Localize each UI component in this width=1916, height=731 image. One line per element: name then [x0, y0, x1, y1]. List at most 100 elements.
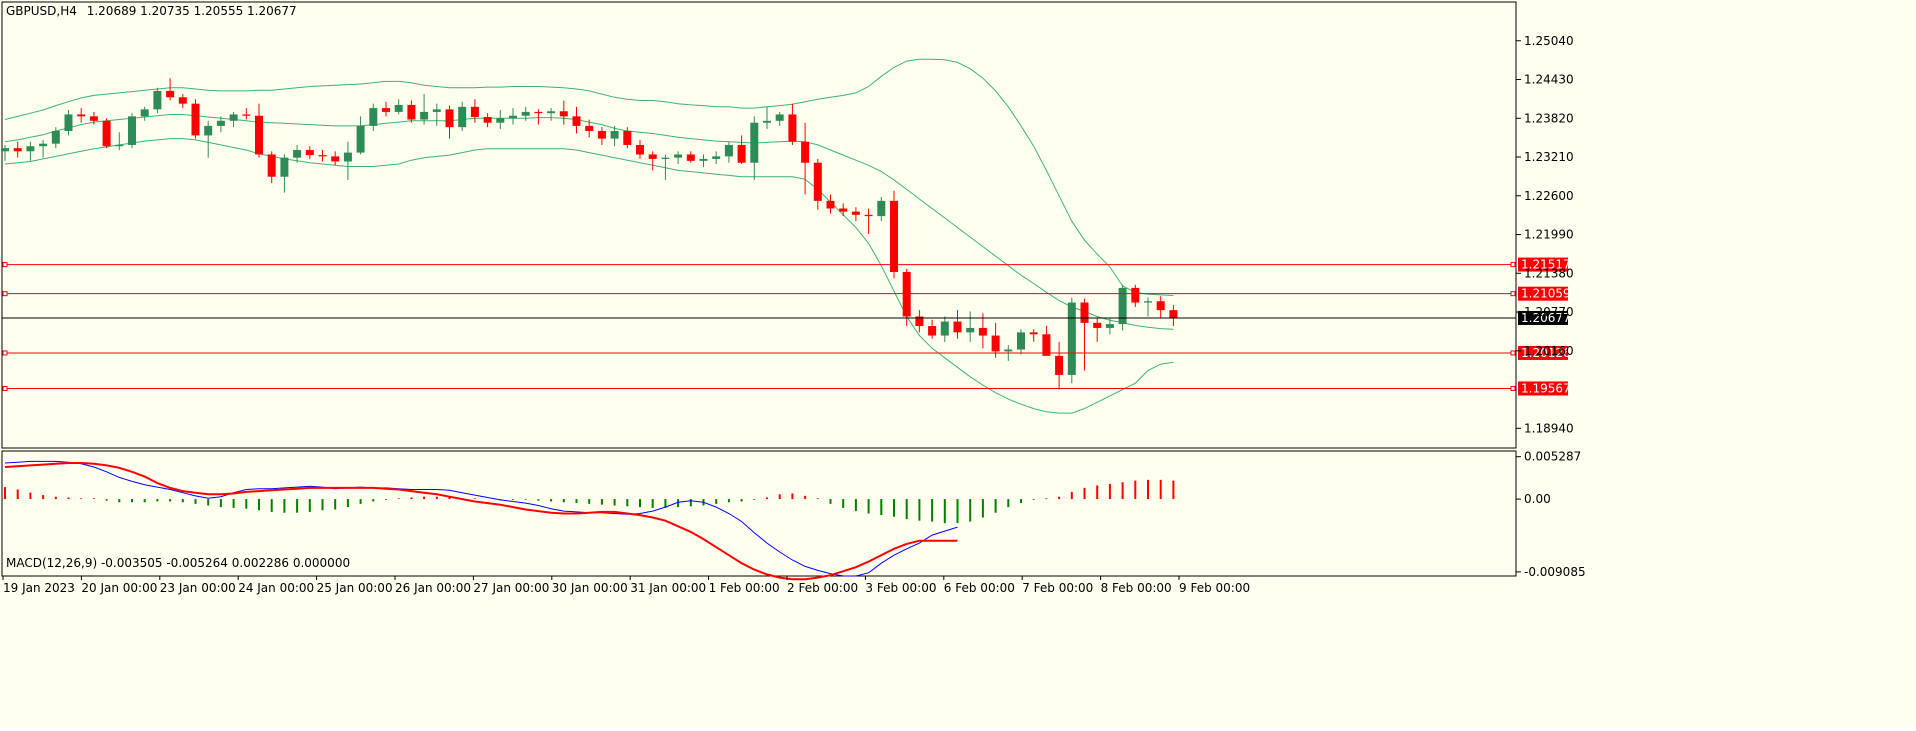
candle-body	[801, 141, 810, 163]
candle-body	[102, 120, 111, 147]
line-anchor-right	[1510, 262, 1516, 268]
candle-body	[267, 154, 276, 177]
candle-body	[1156, 301, 1165, 311]
price-tick-label: 1.25040	[1524, 34, 1574, 48]
price-tick-label: 1.21380	[1524, 266, 1574, 280]
line-price-label: 1.19567	[1521, 381, 1571, 395]
candle-body	[343, 152, 352, 162]
candlestick-series	[1, 78, 1178, 390]
price-tick-label: 1.23210	[1524, 150, 1574, 164]
line-price-tag	[1518, 257, 1568, 272]
main-pane-border	[1, 1, 1517, 449]
candle-body	[191, 103, 200, 136]
time-tick-label: 25 Jan 00:00	[317, 581, 393, 595]
bollinger-lower	[4, 138, 1174, 414]
candle-body	[64, 114, 73, 131]
candle-body	[77, 114, 86, 117]
candle-body	[674, 154, 683, 158]
candle-body	[178, 97, 187, 104]
candle-body	[51, 130, 60, 144]
time-tick-label: 1 Feb 00:00	[709, 581, 780, 595]
candle-body	[166, 90, 175, 98]
time-tick-label: 24 Jan 00:00	[238, 581, 314, 595]
candle-body	[712, 156, 721, 159]
candle-body	[229, 114, 238, 121]
candle-body	[636, 144, 644, 155]
line-anchor-left	[2, 291, 8, 297]
candle-body	[775, 114, 784, 121]
price-tick-label: 1.23820	[1524, 111, 1574, 125]
candle-body	[1042, 334, 1051, 356]
candle-body	[1055, 355, 1064, 375]
candle-body	[496, 118, 505, 123]
time-tick-label: 26 Jan 00:00	[395, 581, 471, 595]
candle-body	[597, 130, 606, 139]
time-tick-label: 6 Feb 00:00	[944, 581, 1015, 595]
line-anchor-left	[2, 350, 8, 356]
line-price-label: 1.21517	[1521, 258, 1571, 272]
ohlc-values: 1.20689 1.20735 1.20555 1.20677	[86, 4, 297, 18]
chart-header: GBPUSD,H4 1.20689 1.20735 1.20555 1.2067…	[6, 4, 297, 18]
price-tick-label: 1.22600	[1524, 189, 1574, 203]
line-anchor-left	[2, 262, 8, 268]
candle-body	[1029, 332, 1038, 335]
macd-tick-label: -0.009085	[1524, 565, 1586, 579]
time-tick-label: 7 Feb 00:00	[1022, 581, 1093, 595]
price-tick-label: 1.21990	[1524, 228, 1574, 242]
candle-body	[369, 108, 378, 126]
line-anchor-right	[1510, 350, 1516, 356]
time-tick-label: 31 Jan 00:00	[630, 581, 706, 595]
time-tick-label: 9 Feb 00:00	[1179, 581, 1250, 595]
candle-body	[483, 116, 492, 123]
price-tick-label: 1.24430	[1524, 73, 1574, 87]
macd-pane-border	[1, 450, 1517, 577]
candle-body	[140, 109, 149, 117]
signal-line	[4, 462, 958, 581]
candle-body	[661, 157, 670, 159]
candle-body	[915, 316, 924, 327]
candle-body	[13, 148, 22, 152]
candle-body	[978, 327, 987, 336]
candle-body	[991, 335, 1000, 352]
time-tick-label: 19 Jan 2023	[3, 581, 75, 595]
candle-body	[1080, 302, 1089, 323]
price-tick-label: 1.20770	[1524, 305, 1574, 319]
candle-body	[763, 120, 771, 123]
candle-body	[737, 144, 746, 163]
candle-body	[1067, 302, 1076, 375]
time-tick-label: 23 Jan 00:00	[160, 581, 236, 595]
candle-body	[382, 108, 390, 112]
time-tick-label: 2 Feb 00:00	[787, 581, 858, 595]
line-price-tag	[1518, 381, 1568, 396]
bollinger-upper	[4, 58, 1174, 296]
candle-body	[128, 116, 136, 145]
current-price-label: 1.20677	[1521, 311, 1571, 325]
time-tick-label: 27 Jan 00:00	[473, 581, 549, 595]
macd-line	[4, 460, 958, 577]
candle-body	[331, 156, 340, 162]
candle-body	[407, 104, 416, 120]
candle-body	[699, 158, 708, 161]
line-anchor-right	[1510, 291, 1516, 297]
bollinger-middle	[4, 114, 1174, 330]
candle-body	[432, 109, 441, 112]
candle-body	[255, 115, 263, 155]
candle-body	[394, 104, 403, 112]
candle-body	[356, 125, 365, 153]
candle-body	[610, 130, 619, 139]
current-price-tag	[1518, 310, 1568, 325]
candle-body	[585, 125, 594, 131]
candle-body	[1118, 287, 1127, 325]
candle-body	[826, 200, 835, 209]
candle-body	[1105, 324, 1114, 328]
candle-body	[280, 157, 289, 177]
chart-frame	[1, 1, 1517, 577]
candle-body	[724, 144, 733, 157]
candle-body	[940, 321, 949, 336]
price-tick-label: 1.20160	[1524, 344, 1574, 358]
candle-body	[204, 125, 213, 136]
candle-body	[1169, 310, 1178, 318]
candle-body	[39, 143, 48, 147]
candle-body	[89, 116, 98, 121]
